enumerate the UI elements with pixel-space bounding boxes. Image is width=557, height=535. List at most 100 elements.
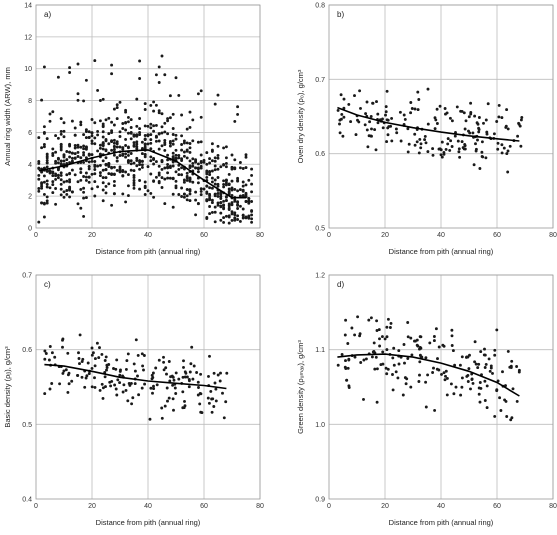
data-point bbox=[227, 172, 231, 176]
data-point bbox=[143, 124, 147, 128]
data-point bbox=[230, 201, 234, 205]
data-point bbox=[390, 139, 394, 143]
data-point bbox=[160, 159, 164, 163]
data-point bbox=[423, 138, 427, 142]
data-point bbox=[93, 168, 97, 171]
data-point bbox=[347, 102, 351, 106]
data-point bbox=[56, 157, 60, 161]
data-point bbox=[51, 174, 55, 178]
data-point bbox=[48, 345, 52, 348]
y-tick-label: 6 bbox=[28, 130, 32, 137]
data-point bbox=[241, 184, 245, 188]
data-point bbox=[418, 137, 422, 141]
data-point bbox=[82, 175, 86, 178]
data-point bbox=[180, 195, 184, 198]
data-point bbox=[93, 142, 97, 146]
x-tick-label: 80 bbox=[549, 232, 557, 239]
data-point bbox=[423, 134, 427, 138]
data-point bbox=[93, 180, 97, 184]
data-point bbox=[365, 100, 369, 104]
data-point bbox=[59, 143, 63, 147]
data-point bbox=[341, 134, 345, 138]
data-point bbox=[66, 351, 70, 355]
data-point bbox=[222, 416, 226, 420]
data-point bbox=[157, 181, 161, 185]
data-point bbox=[84, 175, 88, 179]
data-point bbox=[165, 386, 169, 390]
data-point bbox=[166, 162, 170, 166]
data-point bbox=[143, 102, 147, 106]
data-point bbox=[419, 335, 423, 339]
data-point bbox=[213, 164, 217, 168]
data-point bbox=[66, 390, 70, 394]
data-point bbox=[418, 360, 422, 364]
data-point bbox=[489, 366, 493, 370]
data-point bbox=[391, 356, 395, 360]
data-point bbox=[236, 105, 240, 109]
data-point bbox=[90, 346, 94, 350]
data-point bbox=[37, 187, 41, 190]
data-point bbox=[163, 121, 167, 125]
data-point bbox=[96, 129, 100, 133]
data-point bbox=[397, 349, 401, 353]
data-point bbox=[65, 192, 69, 196]
data-point bbox=[517, 370, 521, 374]
data-point bbox=[227, 214, 231, 218]
data-point bbox=[238, 204, 242, 208]
data-point bbox=[349, 120, 353, 124]
x-tick-label: 80 bbox=[256, 232, 264, 239]
data-point bbox=[224, 178, 228, 182]
data-point bbox=[410, 107, 414, 110]
data-point bbox=[487, 357, 491, 361]
scatter-series bbox=[336, 87, 524, 174]
data-point bbox=[419, 146, 423, 150]
data-point bbox=[149, 159, 153, 163]
data-point bbox=[124, 388, 128, 392]
data-point bbox=[188, 142, 192, 145]
data-point bbox=[152, 129, 156, 133]
data-point bbox=[59, 159, 63, 163]
data-point bbox=[497, 115, 501, 119]
data-point bbox=[101, 147, 105, 151]
data-point bbox=[154, 73, 158, 77]
data-point bbox=[100, 382, 104, 386]
data-point bbox=[132, 176, 136, 179]
data-point bbox=[191, 139, 195, 143]
data-point bbox=[98, 346, 101, 350]
data-point bbox=[171, 164, 175, 168]
data-point bbox=[205, 162, 209, 166]
data-point bbox=[499, 409, 503, 412]
panel-label: c) bbox=[44, 280, 51, 289]
data-point bbox=[406, 150, 410, 154]
data-point bbox=[112, 145, 116, 149]
data-point bbox=[241, 207, 245, 211]
data-point bbox=[208, 173, 212, 177]
data-point bbox=[128, 383, 132, 387]
data-point bbox=[216, 153, 220, 157]
data-point bbox=[78, 333, 82, 337]
data-point bbox=[107, 116, 111, 120]
data-point bbox=[493, 353, 497, 357]
data-point bbox=[45, 195, 49, 199]
data-point bbox=[449, 382, 453, 386]
data-point bbox=[216, 201, 220, 205]
data-point bbox=[140, 140, 144, 144]
data-point bbox=[505, 152, 509, 156]
data-point bbox=[68, 180, 72, 184]
data-point bbox=[87, 130, 91, 134]
data-point bbox=[216, 144, 220, 148]
data-point bbox=[160, 131, 164, 135]
data-point bbox=[51, 147, 55, 151]
data-point bbox=[392, 346, 396, 350]
data-point bbox=[45, 199, 49, 203]
data-point bbox=[115, 393, 119, 397]
data-point bbox=[141, 364, 145, 368]
data-point bbox=[238, 161, 242, 164]
data-point bbox=[236, 218, 240, 221]
data-point bbox=[358, 89, 362, 93]
data-point bbox=[101, 181, 105, 185]
data-point bbox=[483, 347, 486, 351]
x-tick-label: 40 bbox=[437, 503, 445, 510]
data-point bbox=[45, 152, 49, 156]
data-point bbox=[42, 174, 46, 178]
